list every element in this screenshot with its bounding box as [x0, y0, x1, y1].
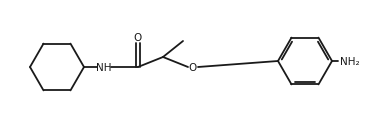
Text: O: O: [189, 62, 197, 72]
Text: NH₂: NH₂: [340, 56, 360, 66]
Text: NH: NH: [96, 62, 112, 72]
Text: O: O: [134, 33, 142, 43]
